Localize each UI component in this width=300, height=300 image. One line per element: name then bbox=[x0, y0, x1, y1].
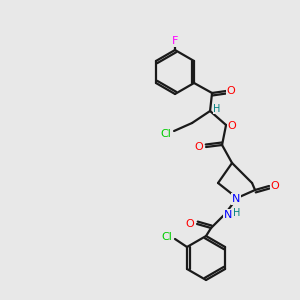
Text: O: O bbox=[228, 121, 236, 131]
Text: H: H bbox=[213, 104, 221, 114]
Text: N: N bbox=[232, 194, 240, 204]
Text: F: F bbox=[172, 36, 178, 46]
Text: O: O bbox=[195, 142, 203, 152]
Text: O: O bbox=[271, 181, 279, 191]
Text: N: N bbox=[224, 210, 232, 220]
Text: Cl: Cl bbox=[162, 232, 172, 242]
Text: O: O bbox=[186, 219, 194, 229]
Text: Cl: Cl bbox=[160, 129, 172, 139]
Text: H: H bbox=[233, 208, 241, 218]
Text: O: O bbox=[227, 86, 236, 96]
